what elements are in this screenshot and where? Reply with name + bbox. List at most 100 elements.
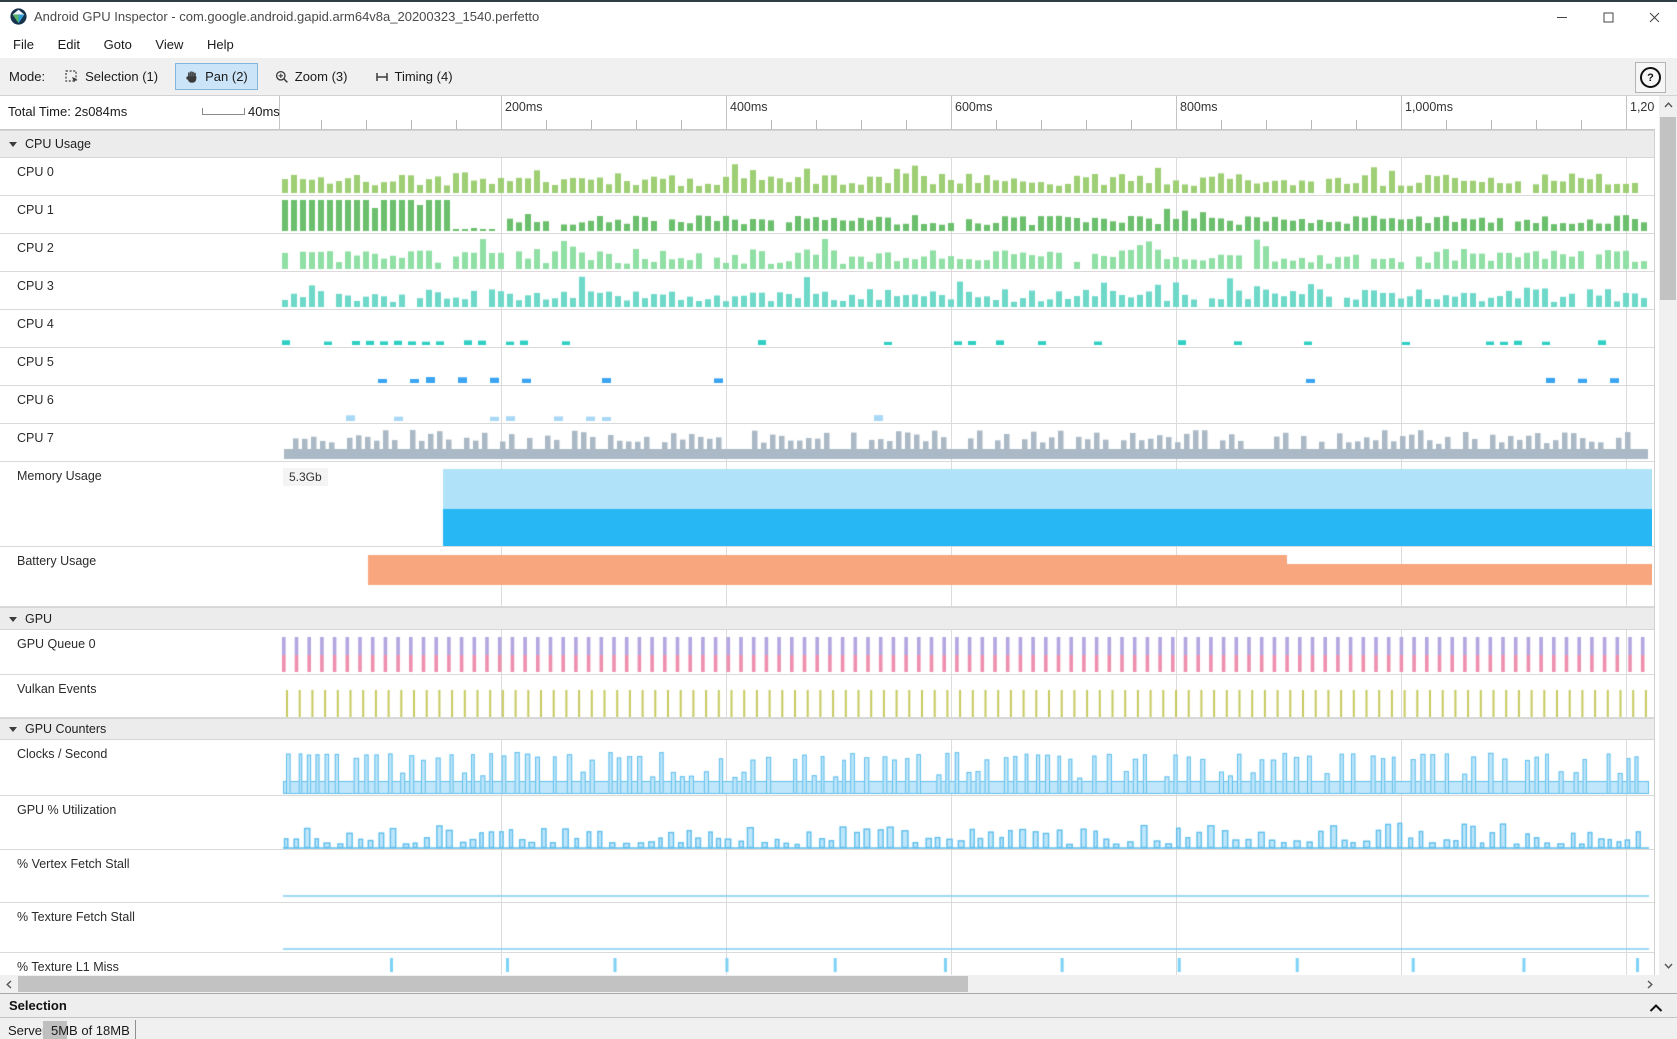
track-chart-cpu-7[interactable] — [280, 424, 1652, 461]
track-chart-cpu-0[interactable] — [280, 158, 1652, 195]
ruler-major-tick — [501, 96, 502, 129]
track-chart-cpu-1[interactable] — [280, 196, 1652, 233]
track-canvas[interactable] — [280, 158, 1652, 195]
horizontal-scrollbar[interactable] — [0, 975, 1659, 993]
track-canvas[interactable] — [280, 675, 1652, 717]
track-label-cpu-0[interactable]: CPU 0 — [17, 165, 54, 179]
track-chart-cpu-2[interactable] — [280, 234, 1652, 271]
track-label-cpu-3[interactable]: CPU 3 — [17, 279, 54, 293]
track-label-battery-usage[interactable]: Battery Usage — [17, 554, 97, 568]
menu-item-edit[interactable]: Edit — [57, 37, 80, 52]
ruler-minor-tick — [1131, 120, 1132, 129]
close-button[interactable] — [1631, 2, 1677, 32]
track-row-gpu-utilization: GPU % Utilization — [0, 796, 1654, 850]
track-label-texture-fetch-stall[interactable]: % Texture Fetch Stall — [17, 910, 135, 924]
track-canvas[interactable] — [280, 310, 1652, 347]
track-label-cpu-7[interactable]: CPU 7 — [17, 431, 54, 445]
ruler-minor-tick — [546, 120, 547, 129]
track-chart-texture-fetch-stall[interactable] — [280, 903, 1652, 952]
track-canvas[interactable] — [280, 348, 1652, 385]
scroll-up-icon[interactable] — [1659, 96, 1677, 114]
track-chart-clocks-second[interactable] — [280, 740, 1652, 795]
track-label-memory-usage[interactable]: Memory Usage — [17, 469, 102, 483]
track-canvas[interactable] — [280, 424, 1652, 461]
vertical-scroll-thumb[interactable] — [1660, 117, 1676, 300]
track-canvas[interactable] — [280, 740, 1652, 795]
track-canvas[interactable] — [280, 547, 1652, 606]
track-label-clocks-second[interactable]: Clocks / Second — [17, 747, 108, 761]
scroll-down-icon[interactable] — [1659, 957, 1677, 975]
track-canvas[interactable] — [280, 850, 1652, 902]
menu-item-file[interactable]: File — [13, 37, 34, 52]
section-header-cpu-usage[interactable]: CPU Usage — [0, 130, 1654, 158]
timing-mode-button[interactable]: Timing (4) — [365, 63, 463, 90]
menu-item-view[interactable]: View — [155, 37, 184, 52]
track-label-cpu-6[interactable]: CPU 6 — [17, 393, 54, 407]
track-chart-vertex-fetch-stall[interactable] — [280, 850, 1652, 902]
minimize-button[interactable] — [1539, 2, 1585, 32]
track-chart-vulkan-events[interactable] — [280, 675, 1652, 717]
ruler-minor-tick — [816, 120, 817, 129]
track-row-cpu-7: CPU 7 — [0, 424, 1654, 462]
selection-panel-header[interactable]: Selection — [0, 993, 1677, 1017]
track-canvas[interactable] — [280, 386, 1652, 423]
track-chart-memory-usage[interactable]: 5.3Gb — [280, 462, 1652, 546]
selection-mode-button[interactable]: Selection (1) — [55, 63, 168, 90]
track-chart-cpu-5[interactable] — [280, 348, 1652, 385]
track-label-texture-l1-miss[interactable]: % Texture L1 Miss — [17, 960, 119, 974]
ruler-minor-tick — [1356, 120, 1357, 129]
menu-item-goto[interactable]: Goto — [103, 37, 132, 52]
ruler-minor-tick — [1266, 120, 1267, 129]
pan-mode-button[interactable]: Pan (2) — [175, 63, 258, 90]
scroll-left-icon[interactable] — [0, 975, 18, 993]
ruler-minor-tick — [1491, 120, 1492, 129]
track-chart-battery-usage[interactable] — [280, 547, 1652, 606]
ruler-tick-label: 1,200ms — [1630, 100, 1655, 114]
selection-icon — [65, 69, 79, 84]
track-label-gpu-queue-0[interactable]: GPU Queue 0 — [17, 637, 96, 651]
track-canvas[interactable] — [280, 196, 1652, 233]
collapse-panel-icon[interactable] — [1649, 999, 1663, 1017]
ruler-minor-tick — [321, 120, 322, 129]
track-chart-gpu-queue-0[interactable] — [280, 630, 1652, 674]
track-chart-texture-l1-miss[interactable] — [280, 953, 1652, 975]
track-label-cpu-5[interactable]: CPU 5 — [17, 355, 54, 369]
track-canvas[interactable] — [280, 234, 1652, 271]
track-canvas[interactable] — [280, 462, 1652, 546]
ruler-minor-tick — [1086, 120, 1087, 129]
track-canvas[interactable] — [280, 903, 1652, 952]
track-canvas[interactable] — [280, 272, 1652, 309]
timeline-ruler[interactable]: 200ms 400ms 600ms 800ms 1,000ms 1,200ms Total… — [0, 96, 1655, 130]
ruler-minor-tick — [996, 120, 997, 129]
track-label-cpu-2[interactable]: CPU 2 — [17, 241, 54, 255]
zoom-mode-button[interactable]: Zoom (3) — [265, 63, 358, 90]
scroll-right-icon[interactable] — [1641, 975, 1659, 993]
chevron-down-icon — [9, 616, 17, 622]
section-header-gpu[interactable]: GPU — [0, 607, 1654, 630]
pan-mode-label: Pan (2) — [205, 69, 248, 84]
horizontal-scroll-thumb[interactable] — [18, 976, 968, 992]
title-bar: Android GPU Inspector - com.google.andro… — [0, 2, 1677, 32]
track-chart-cpu-3[interactable] — [280, 272, 1652, 309]
track-label-cpu-4[interactable]: CPU 4 — [17, 317, 54, 331]
track-canvas[interactable] — [280, 796, 1652, 849]
track-label-cpu-1[interactable]: CPU 1 — [17, 203, 54, 217]
maximize-button[interactable] — [1585, 2, 1631, 32]
track-label-vulkan-events[interactable]: Vulkan Events — [17, 682, 97, 696]
magnifier-icon — [275, 70, 289, 84]
help-button[interactable]: ? — [1635, 62, 1666, 93]
section-header-gpu-counters[interactable]: GPU Counters — [0, 718, 1654, 740]
menu-item-help[interactable]: Help — [207, 37, 234, 52]
track-row-cpu-4: CPU 4 — [0, 310, 1654, 348]
track-chart-cpu-6[interactable] — [280, 386, 1652, 423]
track-chart-gpu-utilization[interactable] — [280, 796, 1652, 849]
track-label-vertex-fetch-stall[interactable]: % Vertex Fetch Stall — [17, 857, 130, 871]
track-canvas[interactable] — [280, 953, 1652, 975]
ruler-tick-label: 800ms — [1180, 100, 1218, 114]
track-label-gpu-utilization[interactable]: GPU % Utilization — [17, 803, 117, 817]
track-chart-cpu-4[interactable] — [280, 310, 1652, 347]
track-canvas[interactable] — [280, 630, 1652, 674]
ruler-major-tick — [951, 96, 952, 129]
vertical-scrollbar[interactable] — [1659, 96, 1677, 975]
window-title: Android GPU Inspector - com.google.andro… — [34, 9, 540, 24]
